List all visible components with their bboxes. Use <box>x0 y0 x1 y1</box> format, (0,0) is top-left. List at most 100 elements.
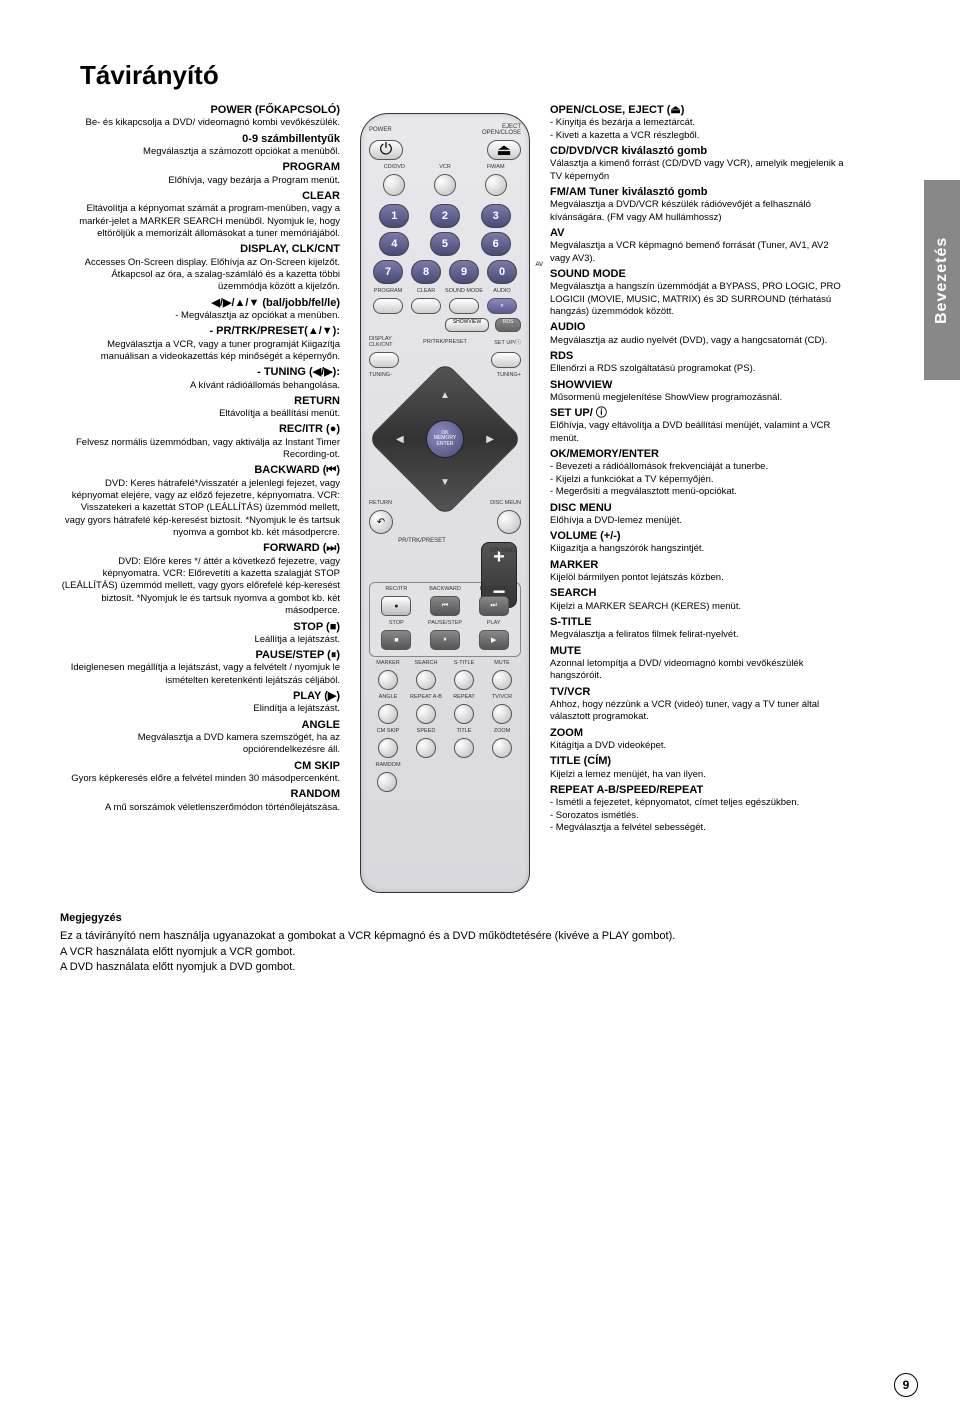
desc-heading: AUDIO <box>550 320 850 334</box>
columns: POWER (FŐKAPCSOLÓ)Be- és kikapcsolja a D… <box>60 103 910 893</box>
desc-heading: OPEN/CLOSE, EJECT (⏏) <box>550 103 850 117</box>
desc-heading: SHOWVIEW <box>550 378 850 392</box>
up-arrow-icon[interactable]: ▲ <box>440 390 450 401</box>
desc-body: Kijelöl bármilyen pontot lejátszás közbe… <box>550 572 850 584</box>
audio-button[interactable]: » <box>487 298 517 314</box>
pause-label: PAUSE/STEP <box>421 620 470 626</box>
setup-label: SET UP/ⓘ <box>470 338 521 346</box>
clear-button[interactable] <box>411 298 441 314</box>
mute-label: MUTE <box>483 660 521 666</box>
desc-body: DVD: Előre keres */ áttér a következő fe… <box>60 556 340 618</box>
forward-button[interactable]: ⏭ <box>479 596 509 616</box>
desc-body: A mű sorszámok véletlenszerőmódon történ… <box>60 802 340 814</box>
desc-heading: SET UP/ ⓘ <box>550 406 850 420</box>
fmam-button[interactable] <box>485 174 507 196</box>
stop-label: STOP <box>372 620 421 626</box>
page-title: Távirányító <box>80 60 910 91</box>
forward-label: FORWARD <box>469 586 518 592</box>
recitr-label: REC/ITR <box>372 586 421 592</box>
marker-button[interactable] <box>378 670 398 690</box>
num-0[interactable]: 0 <box>487 260 517 284</box>
desc-body: Előhívja, vagy bezárja a Program menüt. <box>60 175 340 187</box>
angle-button[interactable] <box>378 704 398 724</box>
desc-body: Műsormenü megjelenítése ShowView program… <box>550 392 850 404</box>
random-label: RAMDOM <box>369 762 407 768</box>
backward-label: BACKWARD <box>421 586 470 592</box>
cddvd-label: CD/DVD <box>369 164 420 170</box>
cddvd-button[interactable] <box>383 174 405 196</box>
num-5[interactable]: 5 <box>430 232 460 256</box>
desc-heading: ANGLE <box>60 718 340 732</box>
num-3[interactable]: 3 <box>481 204 511 228</box>
desc-heading: 0-9 számbillentyűk <box>60 132 340 146</box>
desc-item: MARKERKijelöl bármilyen pontot lejátszás… <box>550 558 850 585</box>
av-label: AV <box>535 262 543 268</box>
note-line-1: A VCR használata előtt nyomjuk a VCR gom… <box>60 945 910 960</box>
zoom-label: ZOOM <box>483 728 521 734</box>
stop-button[interactable]: ■ <box>381 630 411 650</box>
pause-button[interactable]: ⏸ <box>430 630 460 650</box>
num-4[interactable]: 4 <box>379 232 409 256</box>
return-button[interactable]: ↶ <box>369 510 393 534</box>
tvvcr-button[interactable] <box>492 704 512 724</box>
note-heading: Megjegyzés <box>60 911 910 926</box>
desc-heading: TV/VCR <box>550 685 850 699</box>
repeat-button[interactable] <box>454 704 474 724</box>
desc-body: Megválasztja a VCR képmagnó bemenő forrá… <box>550 240 850 265</box>
desc-heading: RETURN <box>60 394 340 408</box>
play-button[interactable]: ▶ <box>479 630 509 650</box>
desc-heading: CLEAR <box>60 189 340 203</box>
desc-item: OK/MEMORY/ENTER- Bevezeti a rádióállomás… <box>550 447 850 498</box>
desc-heading: DISC MENU <box>550 501 850 515</box>
repeatab-button[interactable] <box>416 704 436 724</box>
angle-label: ANGLE <box>369 694 407 700</box>
desc-heading: POWER (FŐKAPCSOLÓ) <box>60 103 340 117</box>
cmskip-button[interactable] <box>378 738 398 758</box>
desc-body: Megválasztja a hangszín üzemmódját a BYP… <box>550 281 850 318</box>
desc-body: - Ismétli a fejezetet, képnyomatot, címe… <box>550 797 850 834</box>
search-button[interactable] <box>416 670 436 690</box>
mute-button[interactable] <box>492 670 512 690</box>
down-arrow-icon[interactable]: ▼ <box>440 477 450 488</box>
num-6[interactable]: 6 <box>481 232 511 256</box>
desc-heading: FM/AM Tuner kiválasztó gomb <box>550 185 850 199</box>
rds-button[interactable]: RDS <box>495 318 521 332</box>
discmenu-button[interactable] <box>497 510 521 534</box>
num-9[interactable]: 9 <box>449 260 479 284</box>
desc-heading: RDS <box>550 349 850 363</box>
eject-button[interactable]: ⏏ <box>487 140 521 160</box>
soundmode-button[interactable] <box>449 298 479 314</box>
program-button[interactable] <box>373 298 403 314</box>
soundmode-label: SOUND MODE <box>445 288 483 294</box>
showview-button[interactable]: SHOWVIEW <box>445 318 489 332</box>
right-arrow-icon[interactable]: ▶ <box>486 434 494 445</box>
desc-body: - Megválasztja az opciókat a menüben. <box>60 310 340 322</box>
title-button[interactable] <box>454 738 474 758</box>
num-2[interactable]: 2 <box>430 204 460 228</box>
desc-heading: PROGRAM <box>60 160 340 174</box>
num-1[interactable]: 1 <box>379 204 409 228</box>
desc-body: Accesses On-Screen display. Előhívja az … <box>60 257 340 294</box>
power-button[interactable]: ⏻ <box>369 140 403 160</box>
desc-item: OPEN/CLOSE, EJECT (⏏)- Kinyitja és bezár… <box>550 103 850 142</box>
left-arrow-icon[interactable]: ◀ <box>396 434 404 445</box>
random-button[interactable] <box>377 772 397 792</box>
num-8[interactable]: 8 <box>411 260 441 284</box>
desc-heading: AV <box>550 226 850 240</box>
zoom-button[interactable] <box>492 738 512 758</box>
desc-item: MUTEAzonnal letompítja a DVD/ videomagnó… <box>550 644 850 683</box>
speed-button[interactable] <box>416 738 436 758</box>
num-7[interactable]: 7 <box>373 260 403 284</box>
desc-item: PAUSE/STEP (⏸)Ideiglenesen megállítja a … <box>60 648 340 687</box>
backward-button[interactable]: ⏮ <box>430 596 460 616</box>
desc-heading: ◀/▶/▲/▼ (bal/jobb/fel/le) <box>60 296 340 310</box>
desc-body: Megválasztja a VCR, vagy a tuner program… <box>60 339 340 364</box>
stitle-button[interactable] <box>454 670 474 690</box>
vcr-button[interactable] <box>434 174 456 196</box>
rec-button[interactable]: ● <box>381 596 411 616</box>
display-button[interactable] <box>369 352 399 368</box>
desc-body: Kitágítja a DVD videoképet. <box>550 740 850 752</box>
desc-body: Elindítja a lejátszást. <box>60 703 340 715</box>
ok-button[interactable]: OK MEMORY ENTER <box>426 420 464 458</box>
setup-button[interactable] <box>491 352 521 368</box>
